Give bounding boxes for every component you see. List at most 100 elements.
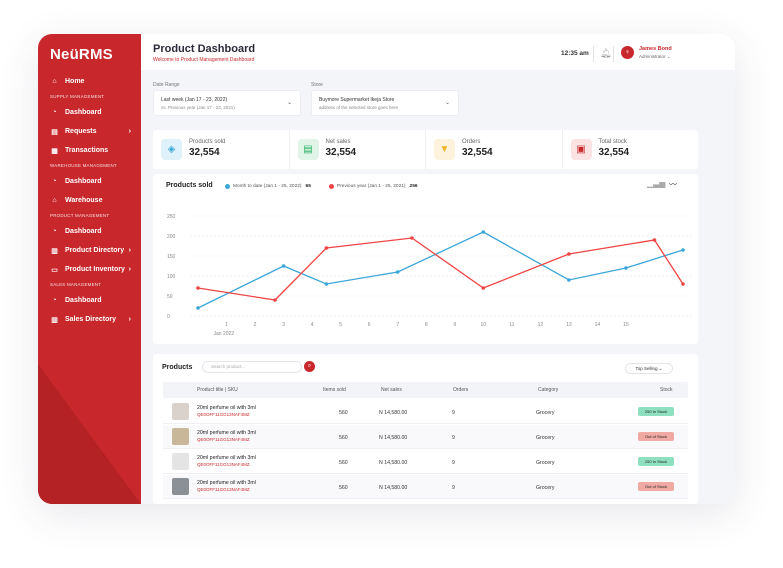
sidebar-item-label: Dashboard <box>65 228 102 235</box>
legend-previous-year[interactable]: Previous year (Jan 1 - 25, 2021) 256 <box>329 184 418 189</box>
x-tick-label: 1 <box>225 322 228 328</box>
sort-select[interactable]: Top Selling ⌄ <box>625 363 673 374</box>
product-sku: QE0OFF11GG13NAF4MZ <box>197 462 250 467</box>
column-header[interactable]: Orders <box>453 387 469 393</box>
line-chart-icon[interactable]: 〰 <box>669 180 677 189</box>
series-point-1 <box>624 266 628 270</box>
store-value: Buymore Supermarket Ikeja Store <box>319 97 395 103</box>
date-range-select[interactable]: Last week (Jan 17 - 23, 2022) vs. Previo… <box>153 90 301 116</box>
x-tick-label: 7 <box>396 322 399 328</box>
dashboard-icon: ◔ <box>52 297 57 304</box>
table-header: Product title | SKU Items sold Net sales… <box>163 382 688 398</box>
bell-icon[interactable]: 🔔︎ <box>600 48 612 58</box>
legend-total: 256 <box>409 184 418 189</box>
x-tick-label: 11 <box>509 322 514 328</box>
inventory-icon: ▭ <box>51 266 58 274</box>
series-point-2 <box>196 286 200 290</box>
column-header[interactable]: Product title | SKU <box>197 387 238 393</box>
chevron-right-icon: › <box>128 316 131 323</box>
legend-label: Previous year (Jan 1 - 25, 2021) <box>337 184 406 189</box>
page-subtitle: Welcome to Product Management Dashboard <box>153 57 255 63</box>
x-tick-label: 9 <box>453 322 456 328</box>
dashboard-icon: ◔ <box>52 228 57 235</box>
stat-value: 32,554 <box>189 147 220 158</box>
sidebar-item-dashboard[interactable]: ◔ Dashboard <box>38 172 141 191</box>
category: Grocery <box>536 435 555 441</box>
sidebar-section-label: SALES MANAGEMENT <box>50 282 102 287</box>
sidebar-item-label: Transactions <box>65 147 109 154</box>
chart-title: Products sold <box>166 182 213 189</box>
column-header[interactable]: Stock <box>660 387 673 393</box>
stat-value: 32,554 <box>598 147 630 158</box>
y-tick-label: 200 <box>167 234 176 240</box>
warehouse-icon: ⌂ <box>52 197 57 204</box>
sidebar-item-warehouse[interactable]: ⌂ Warehouse <box>38 191 141 210</box>
avatar[interactable]: ♀ <box>621 46 634 59</box>
sidebar-item-product-directory[interactable]: ▥ Product Directory › <box>38 241 141 260</box>
table-row[interactable]: 20ml perfume oil with 3ml QE0OFF11GG13NAF… <box>163 475 688 499</box>
main-content: Product Dashboard Welcome to Product Man… <box>141 34 735 504</box>
bar-chart-icon[interactable]: ▁▃▅ <box>647 179 666 188</box>
stat-label: Total stock <box>598 139 627 145</box>
sidebar-item-product-inventory[interactable]: ▭ Product Inventory › <box>38 260 141 279</box>
search-icon[interactable]: ⌕ <box>304 361 315 372</box>
legend-month-to-date[interactable]: Month to date (Jan 1 - 25, 2022) 65 <box>225 184 311 189</box>
items-sold: 560 <box>339 410 348 416</box>
column-header[interactable]: Items sold <box>323 387 346 393</box>
search-input[interactable]: Search product... <box>202 361 302 373</box>
sidebar-item-dashboard[interactable]: ◔ Dashboard <box>38 103 141 122</box>
sidebar-item-sales-directory[interactable]: ▥ Sales Directory › <box>38 310 141 329</box>
app-logo[interactable]: NeüRMS <box>50 46 113 63</box>
directory-icon: ▥ <box>51 316 58 324</box>
date-range-compare: vs. Previous year (Jan 17 - 23, 2021) <box>161 105 235 110</box>
sidebar-item-label: Dashboard <box>65 297 102 304</box>
column-header[interactable]: Net sales <box>381 387 402 393</box>
sidebar-item-label: Dashboard <box>65 178 102 185</box>
table-row[interactable]: 20ml perfume oil with 3ml QE0OFF11GG13NAF… <box>163 425 688 449</box>
table-row[interactable]: 20ml perfume oil with 3ml QE0OFF11GG13NAF… <box>163 400 688 424</box>
sidebar-item-dashboard[interactable]: ◔ Dashboard <box>38 291 141 310</box>
sidebar-item-label: Home <box>65 78 85 85</box>
series-point-1 <box>681 248 685 252</box>
series-line-1 <box>197 231 684 309</box>
category: Grocery <box>536 485 555 491</box>
sidebar: NeüRMS ⌂ Home SUPPLY MANAGEMENT ◔ Dashboard ▤… <box>38 34 141 504</box>
sidebar-item-home[interactable]: ⌂ Home <box>38 72 141 91</box>
user-role[interactable]: Administrator ⌄ <box>639 54 671 59</box>
x-tick-label: 5 <box>339 322 342 328</box>
stat-card[interactable]: ▤ Net sales 32,554 <box>290 130 426 169</box>
y-tick-label: 100 <box>167 274 176 280</box>
stat-card[interactable]: ◈ Products sold 32,554 <box>153 130 290 169</box>
stats-row: ◈ Products sold 32,554 ▤ Net sales 32,554 ▼ Ord… <box>153 130 698 169</box>
sidebar-item-dashboard[interactable]: ◔ Dashboard <box>38 222 141 241</box>
stat-value: 32,554 <box>462 147 493 158</box>
stat-card[interactable]: ▣ Total stock 32,554 <box>563 130 699 169</box>
store-label: Store <box>311 82 323 88</box>
product-thumbnail <box>172 403 189 420</box>
product-thumbnail <box>172 428 189 445</box>
sidebar-item-label: Requests <box>65 128 97 135</box>
requests-icon: ▤ <box>51 128 58 136</box>
x-tick-label: 10 <box>481 322 487 328</box>
products-table-card: Products Search product... ⌕ Top Selling… <box>153 354 698 504</box>
legend-swatch <box>329 184 334 189</box>
store-select[interactable]: Buymore Supermarket Ikeja Store address … <box>311 90 459 116</box>
sidebar-item-transactions[interactable]: ▦ Transactions <box>38 141 141 160</box>
chevron-right-icon: › <box>128 266 131 273</box>
column-header[interactable]: Category <box>538 387 559 393</box>
product-sku: QE0OFF11GG13NAF4MZ <box>197 412 250 417</box>
series-point-1 <box>395 270 400 274</box>
x-tick-label: 15 <box>623 322 629 328</box>
table-row[interactable]: 20ml perfume oil with 3ml QE0OFF11GG13NAF… <box>163 450 688 474</box>
legend-label: Month to date (Jan 1 - 25, 2022) <box>233 184 302 189</box>
stat-card[interactable]: ▼ Orders 32,554 <box>426 130 563 169</box>
series-point-1 <box>281 264 286 268</box>
items-sold: 560 <box>339 435 348 441</box>
series-point-1 <box>196 306 200 310</box>
sidebar-item-requests[interactable]: ▤ Requests › <box>38 122 141 141</box>
top-bar: Product Dashboard Welcome to Product Man… <box>141 34 735 70</box>
sidebar-item-label: Sales Directory <box>65 316 116 323</box>
divider <box>593 46 594 62</box>
user-name[interactable]: James Bond <box>639 46 672 52</box>
